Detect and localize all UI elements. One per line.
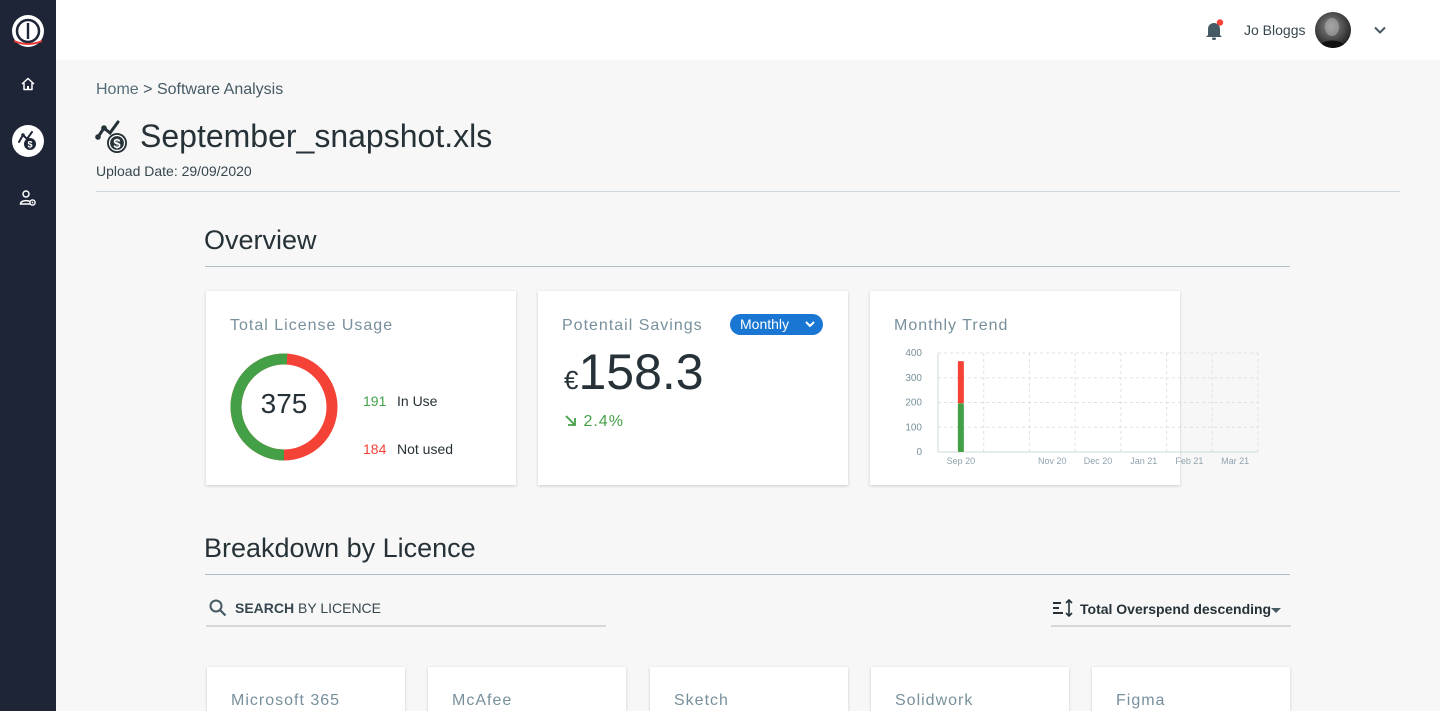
period-select-value: Monthly [740,316,790,332]
upload-date: Upload Date: 29/09/2020 [96,163,252,179]
breadcrumb: Home > Software Analysis [96,81,283,99]
license-usage-card: Total License Usage 375 191 In Use 184 Not… [206,291,516,485]
license-usage-title: Total License Usage [230,317,394,334]
user-menu-chevron-down-icon[interactable] [1372,22,1388,38]
licence-card[interactable]: Solidwork [871,667,1069,711]
page-title: September_snapshot.xls [140,118,493,154]
in-use-count: 191 [363,393,387,409]
overview-section-title: Overview [204,225,317,255]
avatar[interactable] [1315,12,1351,48]
license-total: 375 [260,388,308,419]
savings-trend-value: 2.4% [583,413,624,430]
x-tick-label: Mar 21 [1221,456,1249,466]
notifications-button[interactable] [1204,18,1226,42]
sidebar-item-software-analysis[interactable]: $ [12,125,44,157]
donut-segment-in-use [230,353,338,461]
licence-card-name: Solidwork [895,692,974,709]
bar-not-used [957,361,964,404]
y-tick-label: 400 [905,348,922,359]
not-used-count: 184 [363,441,387,457]
y-tick-label: 300 [905,373,922,384]
top-bar: Jo Bloggs [56,0,1440,60]
savings-currency: € [564,365,579,395]
breakdown-divider [205,574,1290,575]
avatar-photo-icon [1319,18,1347,48]
sidebar-item-user-settings[interactable] [12,182,44,214]
legend-not-used: 184 Not used [363,441,453,457]
savings-value: 158.3 [578,344,704,400]
notification-dot [1216,19,1224,26]
svg-text:$: $ [27,140,32,150]
user-name[interactable]: Jo Bloggs [1244,22,1306,38]
licence-search-input[interactable]: SEARCH BY LICENCE [206,596,606,627]
x-tick-label: Nov 20 [1038,456,1067,466]
sort-select[interactable]: Total Overspend descending [1051,596,1291,627]
breadcrumb-home-link[interactable]: Home [96,81,139,98]
potential-savings-card: Potentail Savings Monthly €158.3 2.4% [538,291,848,485]
monthly-trend-chart: 0 100 200 300 400 Sep 20 Nov 20 Dec 20 Jan 21 Feb… [905,348,1259,466]
licence-card-name: Figma [1116,692,1166,709]
y-tick-label: 100 [905,422,922,433]
x-tick-label: Sep 20 [947,456,976,466]
potential-savings-title: Potentail Savings [562,317,703,334]
not-used-label: Not used [397,441,454,457]
sort-select-value: Total Overspend descending [1080,601,1272,617]
licence-card-name: Microsoft 365 [231,692,341,709]
licence-card[interactable]: McAfee [428,667,626,711]
sort-icon [1053,599,1073,617]
license-usage-donut [230,353,338,461]
analysis-money-icon: $ [18,131,36,150]
home-icon [21,77,35,91]
breadcrumb-separator: > [143,81,153,98]
breadcrumb-current: Software Analysis [156,81,284,98]
licence-card-name: McAfee [452,692,513,709]
analysis-money-icon: $ [95,120,131,156]
search-placeholder: SEARCH BY LICENCE [235,600,382,616]
sidebar-item-home[interactable] [12,68,44,100]
y-tick-label: 0 [916,447,922,458]
chevron-down-icon [805,321,815,328]
licence-card[interactable]: Sketch [650,667,848,711]
search-icon [209,599,227,617]
licence-card-name: Sketch [674,692,729,709]
x-tick-label: Feb 21 [1175,456,1203,466]
bar-in-use [957,403,964,452]
bell-icon [1206,19,1224,40]
savings-amount: €158.3 [564,343,704,401]
x-tick-label: Jan 21 [1130,456,1157,466]
arrow-down-right-icon [565,415,576,426]
monthly-trend-card: Monthly Trend 0 100 200 300 400 Sep 20 Nov 20 D… [870,291,1259,485]
licence-card[interactable]: Microsoft 365 [207,667,405,711]
user-settings-icon [19,190,36,206]
monthly-trend-title: Monthly Trend [894,317,1009,334]
sidebar: $ [0,0,56,711]
svg-text:$: $ [113,136,121,151]
logo-mark-icon [13,18,43,45]
y-tick-label: 200 [905,398,922,409]
period-select[interactable]: Monthly [730,314,823,335]
legend-in-use: 191 In Use [363,393,437,409]
caret-down-icon [1271,608,1281,613]
savings-trend: 2.4% [564,413,624,431]
breakdown-section-title: Breakdown by Licence [204,533,476,563]
header-divider [96,191,1400,192]
in-use-label: In Use [397,393,438,409]
brand-logo[interactable] [12,15,44,47]
x-tick-label: Dec 20 [1084,456,1113,466]
overview-divider [205,266,1290,267]
licence-card[interactable]: Figma [1092,667,1290,711]
